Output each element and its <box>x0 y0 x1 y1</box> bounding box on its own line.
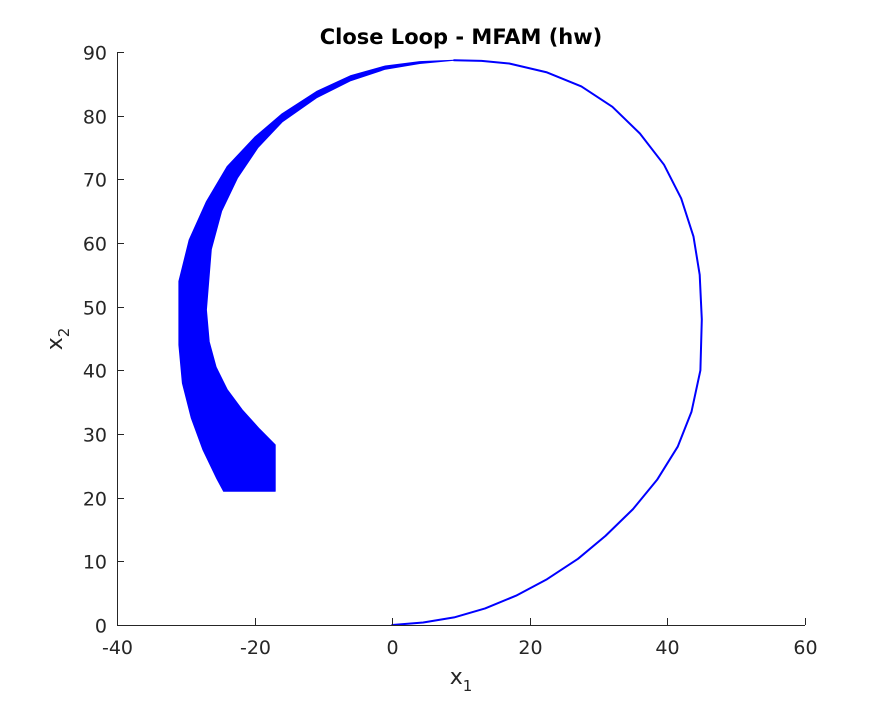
x-tick-label: 60 <box>793 637 817 659</box>
y-tick-label: 30 <box>83 425 107 447</box>
plot-area: -40 -20 0 20 40 60 0 10 20 30 40 50 60 70 80 90 <box>83 43 818 660</box>
x-axis-label: x1 <box>450 665 473 695</box>
y-axis-label-main: x <box>43 337 68 350</box>
plot-background <box>117 52 805 625</box>
y-tick-label: 60 <box>83 234 107 256</box>
y-tick-label: 20 <box>83 489 107 511</box>
y-tick-label: 80 <box>83 107 107 129</box>
x-tick-label: -20 <box>240 637 271 659</box>
x-tick-label: 40 <box>655 637 679 659</box>
x-tick-label: 0 <box>386 637 398 659</box>
y-tick-label: 50 <box>83 298 107 320</box>
x-ticks: -40 -20 0 20 40 60 <box>102 618 818 659</box>
x-tick-label: -40 <box>102 637 133 659</box>
x-axis-label-main: x <box>450 665 463 690</box>
series-band <box>178 59 455 492</box>
chart-title: Close Loop - MFAM (hw) <box>320 25 603 49</box>
x-axis-label-sub: 1 <box>463 677 473 695</box>
y-tick-label: 10 <box>83 552 107 574</box>
y-tick-label: 40 <box>83 361 107 383</box>
y-tick-label: 70 <box>83 170 107 192</box>
y-ticks: 0 10 20 30 40 50 60 70 80 90 <box>83 43 124 638</box>
x-tick-label: 20 <box>518 637 542 659</box>
y-axis-label: x2 <box>43 328 73 351</box>
y-tick-label: 0 <box>95 616 107 638</box>
y-axis-label-sub: 2 <box>55 328 73 338</box>
series-line <box>391 59 703 626</box>
y-tick-label: 90 <box>83 43 107 65</box>
series-layer <box>178 59 703 626</box>
